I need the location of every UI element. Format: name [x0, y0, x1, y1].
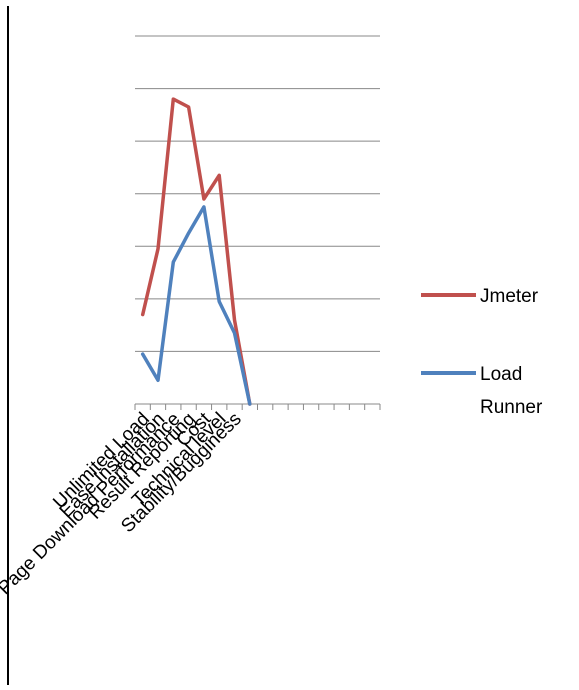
gridlines — [135, 35, 380, 352]
series-lines — [140, 97, 252, 406]
series-line-jmeter — [140, 97, 252, 406]
legend-label: Load — [480, 364, 522, 385]
legend-label: Runner — [480, 397, 543, 418]
legend: Jmeter Load Runner — [421, 286, 543, 418]
legend-label: Jmeter — [480, 286, 539, 307]
axes — [134, 403, 381, 410]
series-line-load-runner — [140, 205, 252, 406]
